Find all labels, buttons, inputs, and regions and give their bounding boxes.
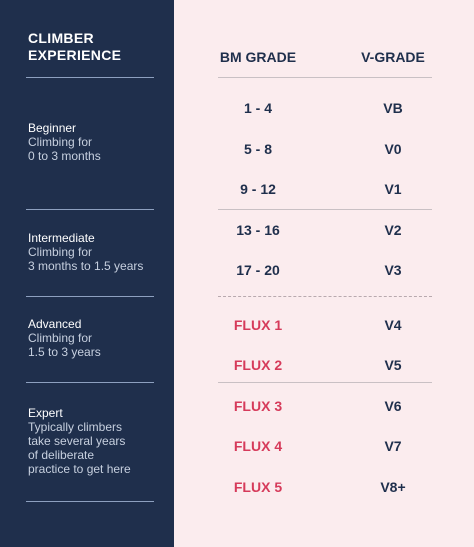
divider [26, 209, 154, 210]
v-grade-cell: V7 [384, 438, 402, 454]
bm-grade-cell: FLUX 2 [233, 357, 283, 373]
v-grade-cell: V0 [384, 141, 402, 157]
grade-table: BM GRADE V-GRADE 1 - 4 VB 5 - 8 V0 9 - 1… [174, 0, 474, 547]
row-divider-dashed [218, 296, 432, 297]
bm-grade-cell: FLUX 4 [233, 438, 283, 454]
divider [26, 382, 154, 383]
tier-title: Intermediate [28, 231, 95, 245]
bm-grade-cell: FLUX 5 [233, 479, 283, 495]
bm-grade-header: BM GRADE [219, 49, 297, 65]
divider [26, 296, 154, 297]
tier-description: Climbing for 0 to 3 months [28, 135, 101, 163]
tier-title: Advanced [28, 317, 82, 331]
divider [26, 501, 154, 502]
v-grade-cell: V8+ [380, 479, 406, 495]
v-grade-header: V-GRADE [361, 49, 425, 65]
bm-grade-cell: 1 - 4 [243, 100, 272, 116]
v-grade-cell: V3 [384, 262, 402, 278]
tier-description: Climbing for 3 months to 1.5 years [28, 245, 144, 273]
tier-description: Climbing for 1.5 to 3 years [28, 331, 101, 359]
tier-advanced: Advanced Climbing for 1.5 to 3 years [28, 317, 168, 359]
divider [26, 77, 154, 78]
bm-grade-cell: 13 - 16 [236, 222, 280, 238]
v-grade-cell: V1 [384, 181, 402, 197]
tier-description: Typically climbers take several years of… [28, 420, 131, 476]
row-divider [218, 382, 432, 383]
bm-grade-cell: 9 - 12 [240, 181, 276, 197]
bm-grade-cell: FLUX 1 [233, 317, 283, 333]
tier-beginner: Beginner Climbing for 0 to 3 months [28, 121, 168, 163]
bm-grade-cell: FLUX 3 [233, 398, 283, 414]
v-grade-cell: V5 [384, 357, 402, 373]
bm-grade-cell: 17 - 20 [236, 262, 280, 278]
tier-title: Beginner [28, 121, 77, 135]
climber-experience-heading: CLIMBER EXPERIENCE [28, 30, 122, 63]
header-divider [218, 77, 432, 78]
bm-grade-cell: 5 - 8 [243, 141, 272, 157]
v-grade-cell: V2 [384, 222, 402, 238]
tier-intermediate: Intermediate Climbing for 3 months to 1.… [28, 231, 168, 273]
tier-title: Expert [28, 406, 63, 420]
v-grade-cell: V4 [384, 317, 402, 333]
v-grade-cell: VB [383, 100, 403, 116]
experience-column: CLIMBER EXPERIENCE Beginner Climbing for… [0, 0, 174, 547]
v-grade-cell: V6 [384, 398, 402, 414]
tier-expert: Expert Typically climbers take several y… [28, 406, 168, 476]
row-divider [218, 209, 432, 210]
